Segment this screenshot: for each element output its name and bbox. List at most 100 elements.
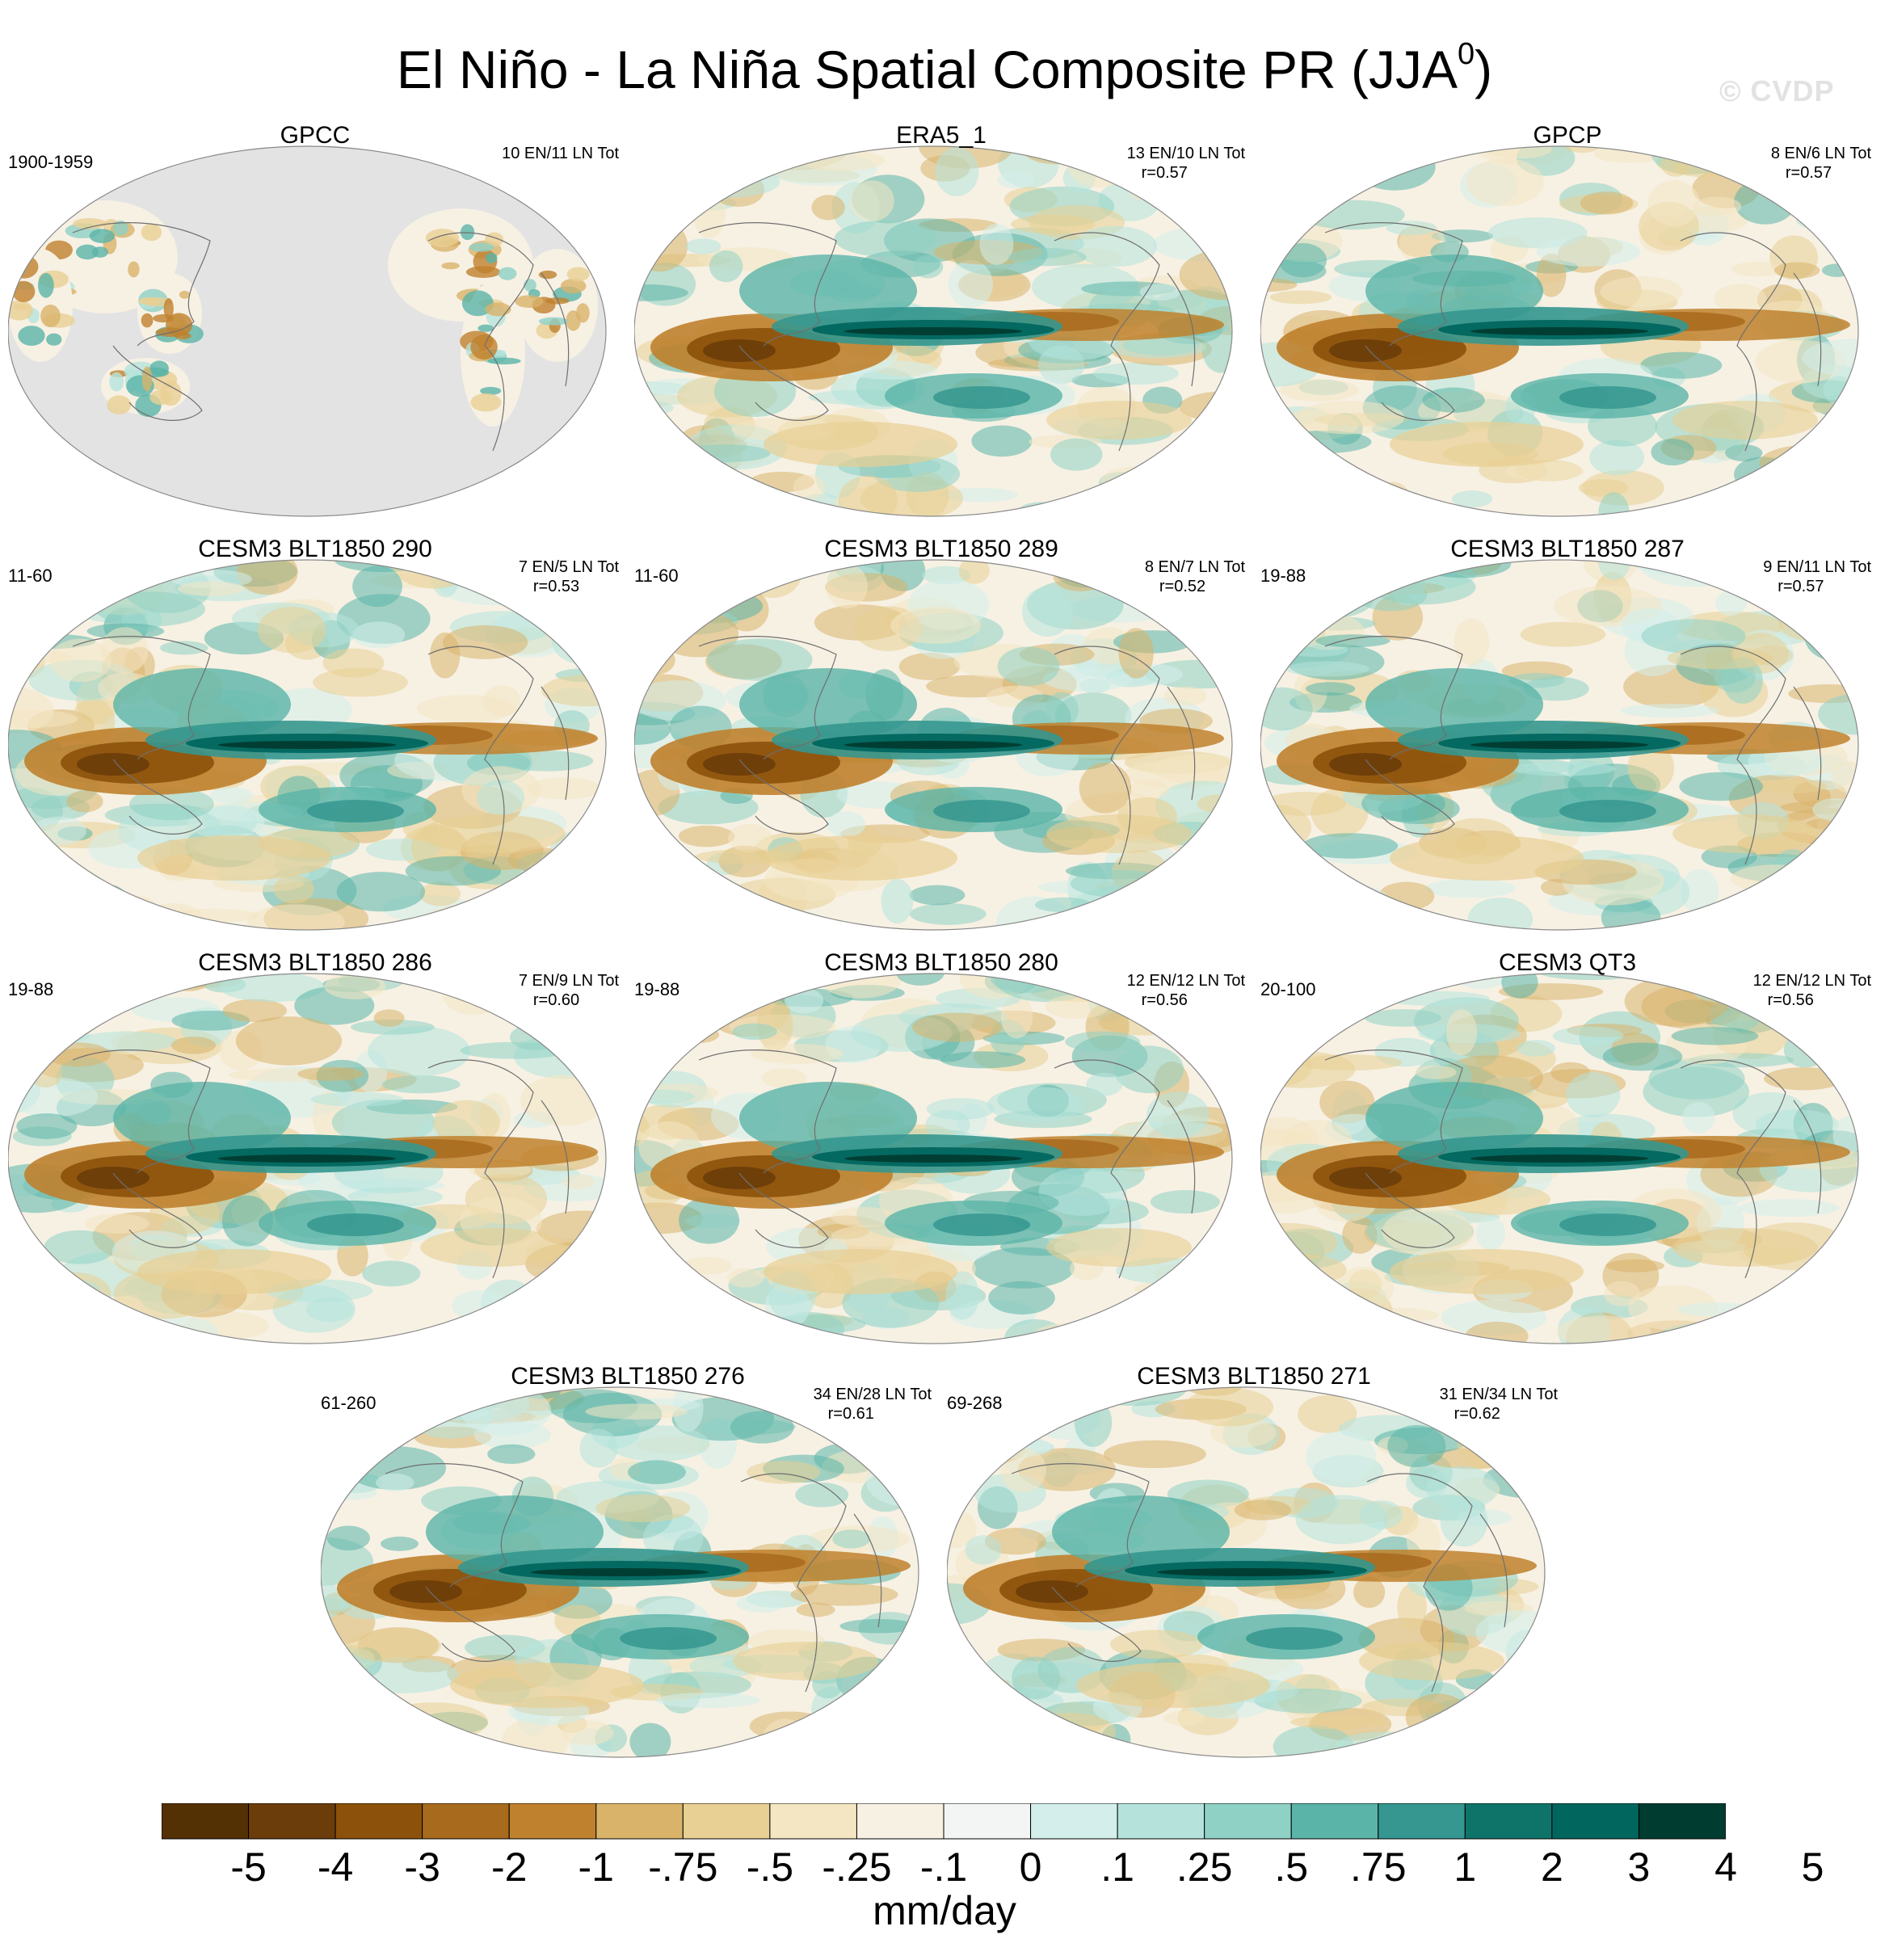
pattern-correlation-label: r=0.56 (1767, 991, 1814, 1009)
colorbar-tick-label: .1 (1100, 1844, 1134, 1890)
panel-year-range: 19-88 (1260, 566, 1306, 586)
precip-anomaly-map (1260, 559, 1859, 931)
map-panel-blt290: CESM3 BLT1850 290 11-60 7 EN/5 LN Tot r=0.5… (8, 535, 622, 939)
colorbar-tick-label: -1 (578, 1844, 614, 1890)
precip-anomaly-map (321, 1386, 919, 1758)
panel-year-range: 11-60 (8, 566, 53, 586)
event-count-label: 13 EN/10 LN Tot (1126, 145, 1245, 162)
panel-event-stats: 12 EN/12 LN Tot r=0.56 (1127, 971, 1245, 1010)
colorbar (162, 1803, 1726, 1840)
event-count-label: 10 EN/11 LN Tot (502, 145, 619, 162)
panel-event-stats: 13 EN/10 LN Tot r=0.57 (1127, 144, 1245, 183)
panel-title: GPCP (1533, 122, 1602, 149)
colorbar-swatch (1551, 1803, 1639, 1840)
map-panel-blt276: CESM3 BLT1850 276 61-260 34 EN/28 LN Tot r=… (321, 1362, 935, 1766)
panel-title: CESM3 QT3 (1498, 949, 1637, 976)
colorbar-unit-label: mm/day (873, 1888, 1016, 1933)
pattern-correlation-label: r=0.53 (532, 578, 580, 595)
panel-event-stats: 7 EN/5 LN Tot r=0.53 (519, 557, 619, 596)
colorbar-tick-label: 4 (1714, 1844, 1737, 1890)
precip-anomaly-map (8, 559, 607, 931)
colorbar-tick-label: -.5 (746, 1844, 794, 1890)
map-panel-blt286: CESM3 BLT1850 286 19-88 7 EN/9 LN Tot r=0.6… (8, 948, 622, 1352)
panel-year-range: 19-88 (8, 979, 54, 999)
cvdp-watermark: © CVDP (1719, 74, 1835, 107)
map-panel-blt271: CESM3 BLT1850 271 69-268 31 EN/34 LN Tot r=… (947, 1362, 1561, 1766)
event-count-label: 8 EN/7 LN Tot (1144, 558, 1245, 576)
event-count-label: 7 EN/9 LN Tot (518, 972, 619, 990)
colorbar-tick-label: 1 (1454, 1844, 1477, 1890)
colorbar-swatch (1204, 1803, 1292, 1840)
colorbar-tick-label: .25 (1176, 1844, 1233, 1890)
colorbar-tick-label: 2 (1540, 1844, 1563, 1890)
figure-title-superscript: 0 (1458, 37, 1475, 71)
colorbar-swatch (769, 1803, 857, 1840)
panel-event-stats: 8 EN/7 LN Tot r=0.52 (1145, 557, 1245, 596)
precip-anomaly-map (634, 559, 1233, 931)
panel-title: CESM3 BLT1850 290 (198, 536, 432, 562)
colorbar-swatch (1117, 1803, 1205, 1840)
colorbar-swatch (508, 1803, 597, 1840)
panel-year-range: 69-268 (947, 1393, 1003, 1413)
panel-year-range: 61-260 (321, 1393, 377, 1413)
panel-event-stats: 8 EN/6 LN Tot r=0.57 (1771, 144, 1871, 183)
colorbar-tick-label: -.75 (648, 1844, 718, 1890)
colorbar-tick-label: -2 (490, 1844, 528, 1890)
pattern-correlation-label: r=0.57 (1141, 164, 1188, 182)
panel-title: ERA5_1 (896, 122, 987, 149)
figure-title-text: El Niño - La Niña Spatial Composite PR (… (396, 40, 1458, 99)
pattern-correlation-label: r=0.61 (827, 1405, 874, 1423)
colorbar-tick-label: .75 (1350, 1844, 1407, 1890)
panel-title: CESM3 BLT1850 287 (1450, 536, 1685, 562)
colorbar-swatch (1290, 1803, 1379, 1840)
colorbar-tick-label: 5 (1801, 1844, 1824, 1890)
colorbar-swatch (856, 1803, 944, 1840)
precip-anomaly-map (8, 973, 607, 1344)
map-panel-qt3: CESM3 QT3 20-100 12 EN/12 LN Tot r=0.56 (1260, 948, 1874, 1352)
panel-event-stats: 10 EN/11 LN Tot (502, 144, 619, 163)
event-count-label: 8 EN/6 LN Tot (1770, 145, 1871, 162)
colorbar-tick-label: 3 (1627, 1844, 1651, 1890)
event-count-label: 34 EN/28 LN Tot (813, 1386, 932, 1403)
panel-title: CESM3 BLT1850 289 (824, 536, 1058, 562)
colorbar-swatch (334, 1803, 423, 1840)
map-panel-blt287: CESM3 BLT1850 287 19-88 9 EN/11 LN Tot r=0.… (1260, 535, 1874, 939)
colorbar-swatch (595, 1803, 684, 1840)
panel-event-stats: 7 EN/9 LN Tot r=0.60 (519, 971, 619, 1010)
precip-anomaly-map (634, 145, 1233, 517)
precip-anomaly-map (634, 973, 1233, 1344)
colorbar-tick-label: -5 (230, 1844, 267, 1890)
map-panel-blt280: CESM3 BLT1850 280 19-88 12 EN/12 LN Tot r=0… (634, 948, 1248, 1352)
colorbar-swatch (1378, 1803, 1466, 1840)
map-panel-gpcc: GPCC 1900-1959 10 EN/11 LN Tot (8, 121, 622, 525)
precip-anomaly-map (8, 145, 607, 517)
event-count-label: 31 EN/34 LN Tot (1439, 1386, 1558, 1403)
colorbar-tick-label: -3 (404, 1844, 440, 1890)
colorbar-tick-label: -.25 (822, 1844, 892, 1890)
colorbar-tick-label: -4 (317, 1844, 354, 1890)
panel-event-stats: 34 EN/28 LN Tot r=0.61 (814, 1385, 932, 1424)
panel-title: CESM3 BLT1850 286 (198, 949, 432, 976)
panel-title: CESM3 BLT1850 280 (824, 949, 1058, 976)
pattern-correlation-label: r=0.57 (1778, 578, 1824, 595)
event-count-label: 7 EN/5 LN Tot (518, 558, 619, 576)
map-panel-era5: ERA5_1 13 EN/10 LN Tot r=0.57 (634, 121, 1248, 525)
colorbar-swatch (682, 1803, 771, 1840)
panel-title: CESM3 BLT1850 271 (1137, 1363, 1371, 1390)
pattern-correlation-label: r=0.62 (1454, 1405, 1500, 1423)
pattern-correlation-label: r=0.52 (1159, 578, 1206, 595)
colorbar-tick-labels: -5 -4 -3 -2 -1 -.75 -.5 -.25 -.1 0 .1 .25 .5 .75 1 2 3 4 5 (162, 1844, 1824, 1900)
pattern-correlation-label: r=0.56 (1141, 991, 1188, 1009)
panel-title: GPCC (280, 122, 351, 149)
map-panel-blt289: CESM3 BLT1850 289 11-60 8 EN/7 LN Tot r=0.5… (634, 535, 1248, 939)
colorbar-swatch (1638, 1803, 1726, 1840)
panel-year-range: 1900-1959 (8, 152, 94, 172)
figure-title: El Niño - La Niña Spatial Composite PR (… (0, 18, 1889, 106)
colorbar-swatch (943, 1803, 1032, 1840)
colorbar-swatch (1030, 1803, 1118, 1840)
event-count-label: 12 EN/12 LN Tot (1752, 972, 1871, 990)
colorbar-tick-label: 0 (1019, 1844, 1042, 1890)
figure-title-suffix: ) (1475, 40, 1493, 99)
colorbar-swatch (248, 1803, 336, 1840)
pattern-correlation-label: r=0.60 (532, 991, 580, 1009)
